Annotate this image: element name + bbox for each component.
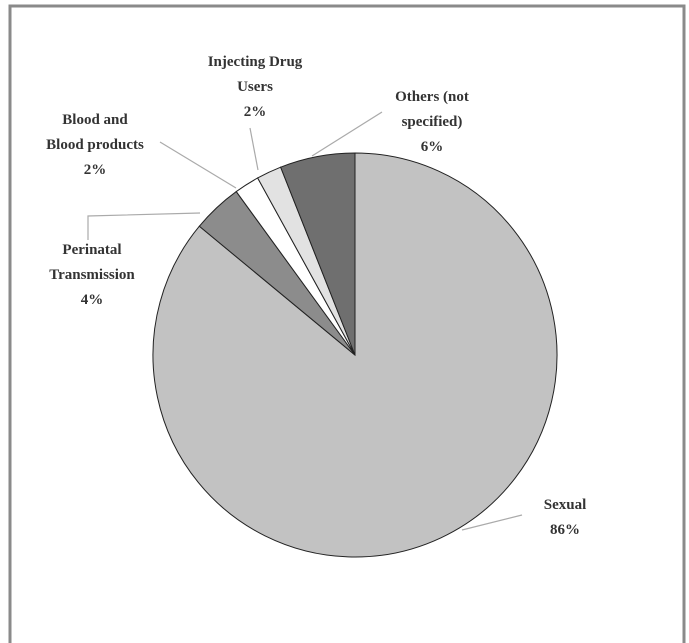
pie-slice	[279, 152, 356, 356]
slice-label: Blood and Blood products 2%	[44, 108, 147, 183]
slice-label: Sexual 86%	[525, 493, 605, 543]
value-label: 4%	[80, 292, 104, 308]
category-name: Injecting Drug Users	[207, 54, 303, 95]
category-name: Sexual	[543, 497, 587, 513]
value-label: 6%	[420, 139, 444, 155]
value-label: 86%	[550, 522, 580, 538]
value-label: 2%	[243, 104, 267, 120]
leader-line	[249, 127, 259, 171]
frame	[8, 4, 686, 643]
category-name: Others (not specified)	[395, 89, 469, 130]
slice-label: Perinatal Transmission 4%	[32, 238, 152, 313]
category-name: Blood and Blood products	[46, 112, 144, 153]
category-name: Perinatal Transmission	[49, 242, 135, 283]
leader-line	[461, 514, 523, 531]
slice-label: Others (not specified) 6%	[385, 85, 480, 160]
value-label: 2%	[83, 162, 107, 178]
slice-label: Injecting Drug Users 2%	[193, 50, 318, 125]
leader-line	[311, 111, 383, 157]
pie	[152, 152, 558, 558]
leader-line	[159, 141, 237, 189]
leader-line	[87, 212, 201, 240]
leader-lines	[87, 111, 523, 531]
